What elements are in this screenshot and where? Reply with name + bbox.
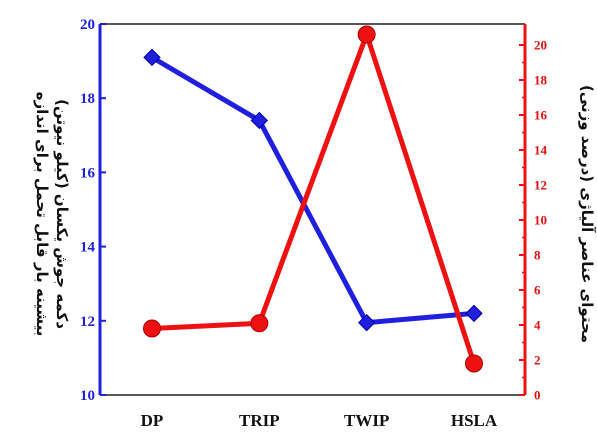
y-left-label-line2: دکمه جوش یکسان (کیلو نیوتن) [53,99,71,329]
right-axis-tick-label: 6 [534,283,541,298]
x-axis: DP TRIP TWIP HSLA [141,411,498,430]
right-axis-tick-label: 20 [534,38,547,53]
diamond-marker [465,304,483,323]
x-axis-tick-label: TWIP [344,411,389,430]
x-axis-tick-label: HSLA [451,411,498,430]
right-axis-tick-label: 8 [534,248,541,263]
y-left-label-line1: بیشینه بار قابل تحمل برای اندازه [33,92,51,337]
right-axis-tick-label: 0 [534,388,541,403]
y-right-label: محتوای عناصر آلیاژی (درصد وزنی) [578,85,596,343]
left-axis: 10 12 14 16 18 20 [80,17,106,404]
plot-frame [100,23,525,396]
circle-marker [465,354,483,373]
diamond-marker [143,48,161,67]
x-axis-tick-label: TRIP [239,411,280,430]
right-axis-tick-label: 14 [534,143,548,158]
series-layer [143,25,483,373]
left-axis-tick-label: 18 [80,91,95,107]
x-axis-tick-label: DP [141,411,164,430]
right-axis-tick-label: 10 [534,213,547,228]
series-line-left-axis [150,55,475,326]
left-axis-tick-label: 16 [80,165,96,181]
left-axis-tick-label: 10 [80,388,95,404]
circle-marker [250,314,269,333]
right-axis-tick-label: 16 [534,108,548,123]
right-axis: 0 2 4 6 8 10 12 14 16 18 20 [519,24,548,403]
circle-marker [143,319,161,338]
left-axis-tick-label: 12 [80,314,95,330]
right-axis-tick-label: 4 [534,318,541,333]
diamond-marker [357,313,376,332]
right-axis-tick-label: 12 [534,178,547,193]
diamond-marker [250,111,269,130]
left-axis-tick-label: 14 [80,240,96,256]
left-axis-tick-label: 20 [80,17,95,33]
series-line-right-axis [151,32,477,365]
right-axis-tick-label: 2 [534,353,541,368]
right-axis-tick-label: 18 [534,73,548,88]
circle-marker [357,25,376,44]
